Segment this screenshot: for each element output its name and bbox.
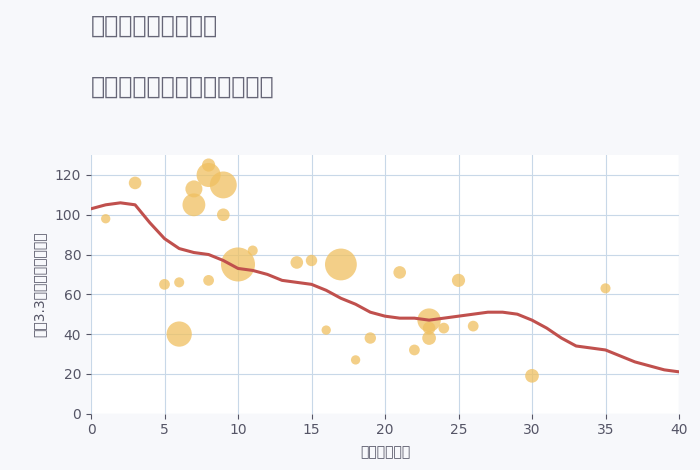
Point xyxy=(188,185,199,193)
Point xyxy=(159,281,170,288)
Text: 築年数別中古マンション価格: 築年数別中古マンション価格 xyxy=(91,75,274,99)
Point xyxy=(453,277,464,284)
Point xyxy=(424,334,435,342)
Point xyxy=(306,257,317,264)
Point xyxy=(188,201,199,209)
Point xyxy=(468,322,479,330)
Point xyxy=(321,326,332,334)
Point xyxy=(203,171,214,179)
Point xyxy=(203,277,214,284)
Point xyxy=(203,161,214,169)
Text: 三重県四日市市午起: 三重県四日市市午起 xyxy=(91,14,218,38)
Point xyxy=(247,247,258,254)
Point xyxy=(174,279,185,286)
Point xyxy=(424,324,435,332)
Point xyxy=(100,215,111,222)
Point xyxy=(409,346,420,354)
Point xyxy=(174,330,185,338)
Point xyxy=(350,356,361,364)
Point xyxy=(394,269,405,276)
Point xyxy=(335,261,346,268)
Point xyxy=(526,372,538,380)
Point xyxy=(424,316,435,324)
Point xyxy=(438,324,449,332)
Point xyxy=(130,179,141,187)
Point xyxy=(291,258,302,266)
Point xyxy=(600,284,611,292)
Point xyxy=(232,261,244,268)
X-axis label: 築年数（年）: 築年数（年） xyxy=(360,446,410,460)
Point xyxy=(365,334,376,342)
Y-axis label: 坪（3.3㎡）単価（万円）: 坪（3.3㎡）単価（万円） xyxy=(33,232,47,337)
Point xyxy=(218,181,229,188)
Point xyxy=(218,211,229,219)
